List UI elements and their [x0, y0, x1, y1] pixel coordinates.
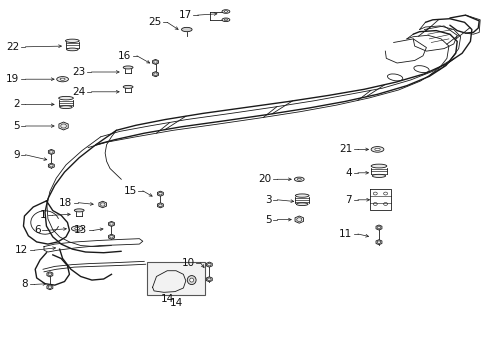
Ellipse shape: [66, 48, 78, 51]
Ellipse shape: [60, 106, 72, 109]
Text: 1: 1: [40, 210, 46, 220]
Ellipse shape: [296, 203, 307, 206]
Text: 3: 3: [264, 195, 271, 205]
Text: 7: 7: [345, 195, 351, 205]
Ellipse shape: [123, 66, 133, 69]
Text: 15: 15: [123, 186, 137, 196]
Ellipse shape: [370, 164, 386, 168]
Ellipse shape: [371, 174, 385, 177]
Ellipse shape: [370, 147, 383, 152]
Ellipse shape: [294, 177, 304, 181]
Polygon shape: [152, 72, 158, 77]
Text: 9: 9: [13, 150, 20, 160]
Polygon shape: [108, 234, 114, 239]
Polygon shape: [47, 272, 53, 277]
Text: 21: 21: [338, 144, 351, 154]
Polygon shape: [157, 203, 163, 208]
Text: 12: 12: [15, 245, 28, 255]
Ellipse shape: [60, 78, 65, 80]
Ellipse shape: [65, 39, 79, 42]
Text: 2: 2: [13, 99, 20, 109]
Ellipse shape: [189, 278, 193, 282]
Text: 11: 11: [338, 229, 351, 239]
Text: 24: 24: [72, 87, 85, 97]
Polygon shape: [59, 122, 68, 130]
Text: 5: 5: [13, 121, 20, 131]
Polygon shape: [47, 285, 53, 290]
Ellipse shape: [222, 10, 229, 13]
Ellipse shape: [57, 77, 68, 82]
Polygon shape: [294, 216, 303, 223]
Ellipse shape: [295, 194, 308, 197]
Text: 18: 18: [59, 198, 72, 208]
Ellipse shape: [123, 85, 133, 89]
Ellipse shape: [71, 226, 83, 231]
Ellipse shape: [224, 11, 227, 12]
Ellipse shape: [297, 179, 301, 180]
Text: 22: 22: [6, 42, 20, 52]
Ellipse shape: [74, 209, 84, 212]
Ellipse shape: [181, 27, 192, 32]
Polygon shape: [108, 221, 114, 226]
Text: 20: 20: [258, 174, 271, 184]
Polygon shape: [375, 240, 381, 245]
Text: 19: 19: [6, 74, 20, 84]
Ellipse shape: [224, 19, 227, 21]
Text: 10: 10: [181, 258, 194, 268]
Ellipse shape: [187, 276, 196, 285]
Text: 6: 6: [34, 225, 41, 235]
Text: 5: 5: [264, 215, 271, 225]
Text: 4: 4: [345, 168, 351, 178]
Polygon shape: [206, 262, 212, 267]
Text: 14: 14: [160, 294, 173, 304]
Text: 14: 14: [169, 298, 183, 308]
Polygon shape: [48, 163, 54, 168]
Ellipse shape: [75, 228, 80, 230]
Ellipse shape: [374, 148, 380, 150]
Polygon shape: [157, 191, 163, 196]
Text: 23: 23: [72, 67, 85, 77]
Polygon shape: [206, 277, 212, 282]
Text: 25: 25: [148, 17, 161, 27]
Polygon shape: [48, 149, 54, 154]
Text: 16: 16: [118, 51, 131, 61]
Ellipse shape: [222, 18, 229, 22]
Polygon shape: [152, 59, 158, 64]
Text: 17: 17: [178, 10, 191, 20]
Polygon shape: [99, 201, 106, 208]
Text: 8: 8: [21, 279, 28, 289]
Bar: [146, 262, 205, 295]
Polygon shape: [375, 225, 381, 230]
Text: 13: 13: [74, 225, 87, 235]
Ellipse shape: [59, 96, 73, 100]
